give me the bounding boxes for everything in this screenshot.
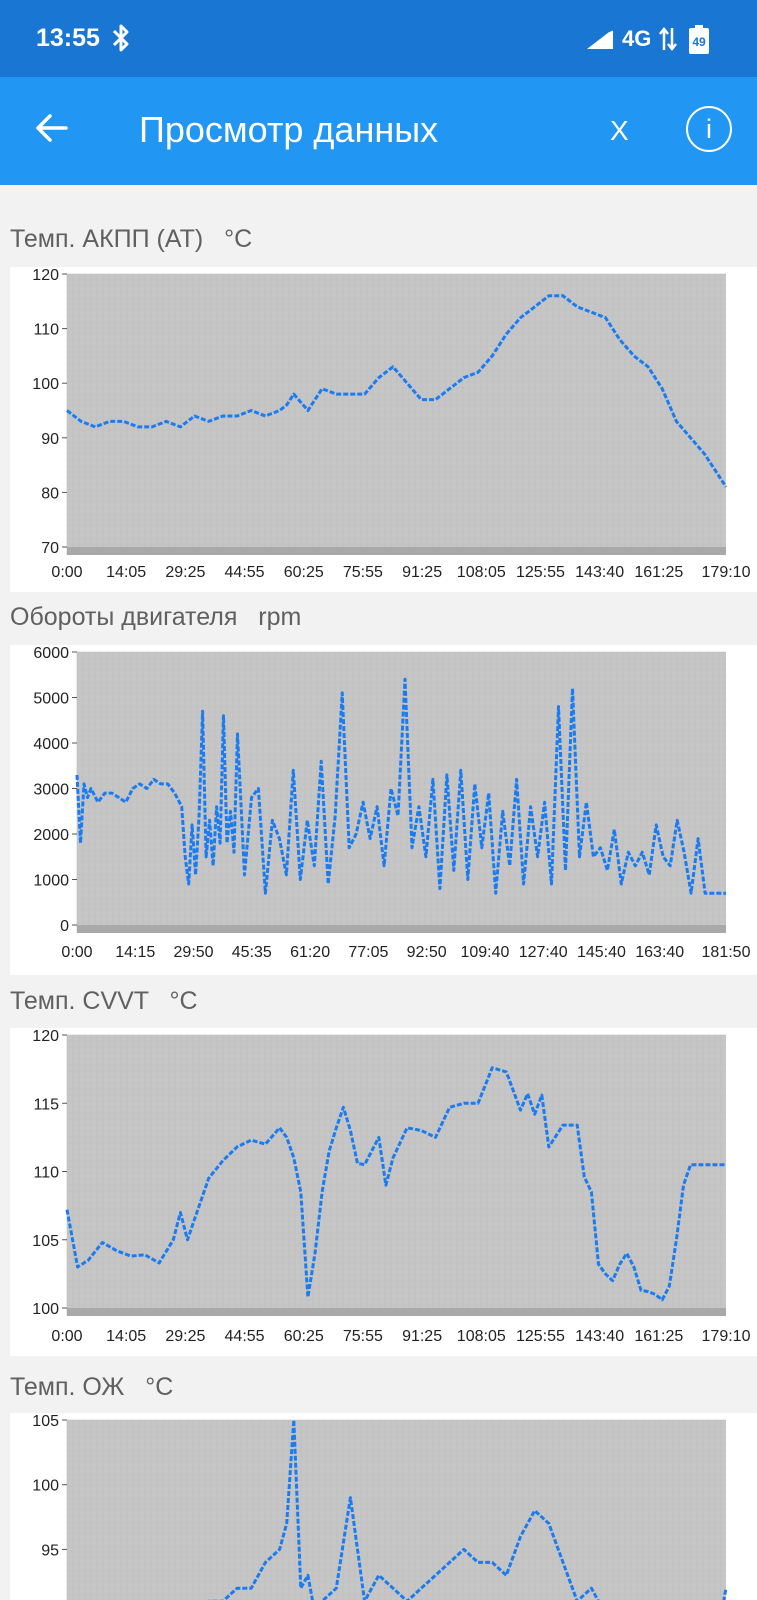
- x-tick-label: 14:05: [106, 1328, 146, 1345]
- chart-1-card: 120 110 100 90 80 70 0:00 14:05 29:25 44:55 60:25 7…: [10, 267, 757, 592]
- x-tick-label: 109:40: [460, 944, 509, 961]
- x-tick-label: 29:50: [174, 944, 214, 961]
- x-tick-label: 108:05: [457, 564, 506, 581]
- y-tick-label: 1000: [33, 873, 69, 890]
- chart-4-card: 105 100 95: [10, 1413, 757, 1600]
- x-tick-label: 44:55: [225, 564, 265, 581]
- status-time: 13:55: [36, 24, 100, 52]
- chart-unit: °C: [224, 225, 253, 253]
- y-tick-label: 90: [41, 431, 59, 448]
- x-tick-label: 125:55: [516, 564, 565, 581]
- x-tick-label: 163:40: [635, 944, 684, 961]
- series-line: [66, 294, 728, 488]
- y-tick-label: 110: [33, 322, 59, 339]
- y-tick-label: 105: [32, 1233, 59, 1250]
- plot-baseline: [67, 547, 726, 555]
- page-title: Просмотр данных: [139, 109, 439, 150]
- y-tick-label: 105: [32, 1413, 59, 1430]
- y-tick-label: 3000: [33, 782, 69, 799]
- chart-1-title: Темп. АКПП (AT) °C: [10, 225, 252, 254]
- chart-title-text: Темп. ОЖ: [10, 1373, 125, 1401]
- plot-baseline: [77, 925, 726, 933]
- series-line: [65, 1066, 726, 1302]
- chart-unit: °C: [169, 987, 198, 1015]
- chart-2-card: 6000 5000 4000 3000 2000 1000 0 0:00 14:15 29:50 4…: [10, 645, 757, 975]
- plot-baseline: [67, 1308, 726, 1316]
- charts-list[interactable]: Темп. АКПП (AT) °C 120 110 100 90 80 70 0:00 14…: [0, 185, 757, 1600]
- chart-3-card: 120 115 110 105 100 0:00 14:05 29:25 44:55 60:25 7…: [10, 1028, 757, 1356]
- chart-1-svg: 120 110 100 90 80 70 0:00 14:05 29:25 44:55 60:25 7…: [32, 267, 751, 581]
- x-tick-label: 179:10: [702, 564, 751, 581]
- chart-2-title: Обороты двигателя rpm: [10, 603, 301, 632]
- app-bar: Просмотр данных X i: [0, 77, 757, 185]
- y-tick-label: 5000: [33, 691, 69, 708]
- chart-unit: °C: [145, 1373, 174, 1401]
- x-tick-label: 92:50: [407, 944, 447, 961]
- x-tick-label: 29:25: [165, 564, 205, 581]
- chart-2-svg: 6000 5000 4000 3000 2000 1000 0 0:00 14:15 29:50 4…: [33, 645, 751, 961]
- x-tick-label: 127:40: [519, 944, 568, 961]
- x-tick-label: 0:00: [51, 1328, 82, 1345]
- battery-level: 49: [692, 35, 706, 49]
- y-tick-label: 100: [32, 376, 59, 393]
- y-tick-label: 0: [60, 918, 69, 935]
- x-tick-label: 125:55: [516, 1328, 565, 1345]
- x-tick-label: 77:05: [348, 944, 388, 961]
- x-tick-label: 60:25: [284, 564, 324, 581]
- x-tick-label: 75:55: [343, 564, 383, 581]
- y-tick-label: 110: [33, 1165, 59, 1182]
- chart-3-svg: 120 115 110 105 100 0:00 14:05 29:25 44:55 60:25 7…: [32, 1028, 751, 1345]
- x-tick-label: 14:05: [106, 564, 146, 581]
- x-tick-label: 143:40: [575, 564, 624, 581]
- x-tick-label: 91:25: [402, 564, 442, 581]
- battery-icon: 49: [688, 25, 710, 60]
- chart-title-text: Обороты двигателя: [10, 603, 238, 631]
- x-tick-label: 14:15: [115, 944, 155, 961]
- bluetooth-icon: [110, 22, 132, 59]
- x-tick-label: 29:25: [165, 1328, 205, 1345]
- series-line: [207, 1418, 728, 1600]
- x-tick-label: 145:40: [577, 944, 626, 961]
- x-tick-label: 61:20: [290, 944, 330, 961]
- chart-4-svg: 105 100 95: [32, 1413, 728, 1600]
- x-tick-label: 161:25: [634, 1328, 683, 1345]
- x-tick-label: 108:05: [457, 1328, 506, 1345]
- network-type: 4G: [622, 26, 652, 51]
- chart-title-text: Темп. CVVT: [10, 987, 149, 1015]
- chart-unit: rpm: [258, 603, 302, 631]
- y-tick-label: 100: [32, 1301, 59, 1318]
- x-tick-label: 0:00: [51, 564, 82, 581]
- data-arrows-icon: [658, 26, 678, 57]
- y-tick-label: 2000: [33, 827, 69, 844]
- y-tick-label: 4000: [33, 736, 69, 753]
- y-tick-label: 120: [32, 1028, 59, 1045]
- x-tick-label: 75:55: [343, 1328, 383, 1345]
- signal-icon: [585, 27, 615, 56]
- series-line: [75, 677, 726, 895]
- y-tick-label: 120: [32, 267, 59, 284]
- y-tick-label: 80: [41, 485, 59, 502]
- close-button[interactable]: X: [610, 115, 629, 146]
- x-tick-label: 179:10: [702, 1328, 751, 1345]
- chart-4-title: Темп. ОЖ °C: [10, 1373, 173, 1402]
- y-tick-label: 70: [41, 540, 59, 557]
- chart-title-text: Темп. АКПП (AT): [10, 225, 204, 253]
- x-tick-label: 91:25: [402, 1328, 442, 1345]
- x-tick-label: 161:25: [634, 564, 683, 581]
- x-tick-label: 45:35: [232, 944, 272, 961]
- x-tick-label: 60:25: [284, 1328, 324, 1345]
- x-tick-label: 143:40: [575, 1328, 624, 1345]
- x-tick-label: 181:50: [702, 944, 751, 961]
- info-button[interactable]: i: [686, 106, 732, 152]
- y-tick-label: 115: [33, 1096, 59, 1113]
- y-tick-label: 6000: [33, 645, 69, 662]
- y-tick-label: 100: [32, 1478, 59, 1495]
- chart-3-title: Темп. CVVT °C: [10, 987, 198, 1016]
- arrow-back-icon[interactable]: [34, 111, 68, 150]
- x-tick-label: 0:00: [61, 944, 92, 961]
- status-bar: 13:55 4G 49: [0, 0, 757, 77]
- x-tick-label: 44:55: [225, 1328, 265, 1345]
- y-tick-label: 95: [41, 1542, 59, 1559]
